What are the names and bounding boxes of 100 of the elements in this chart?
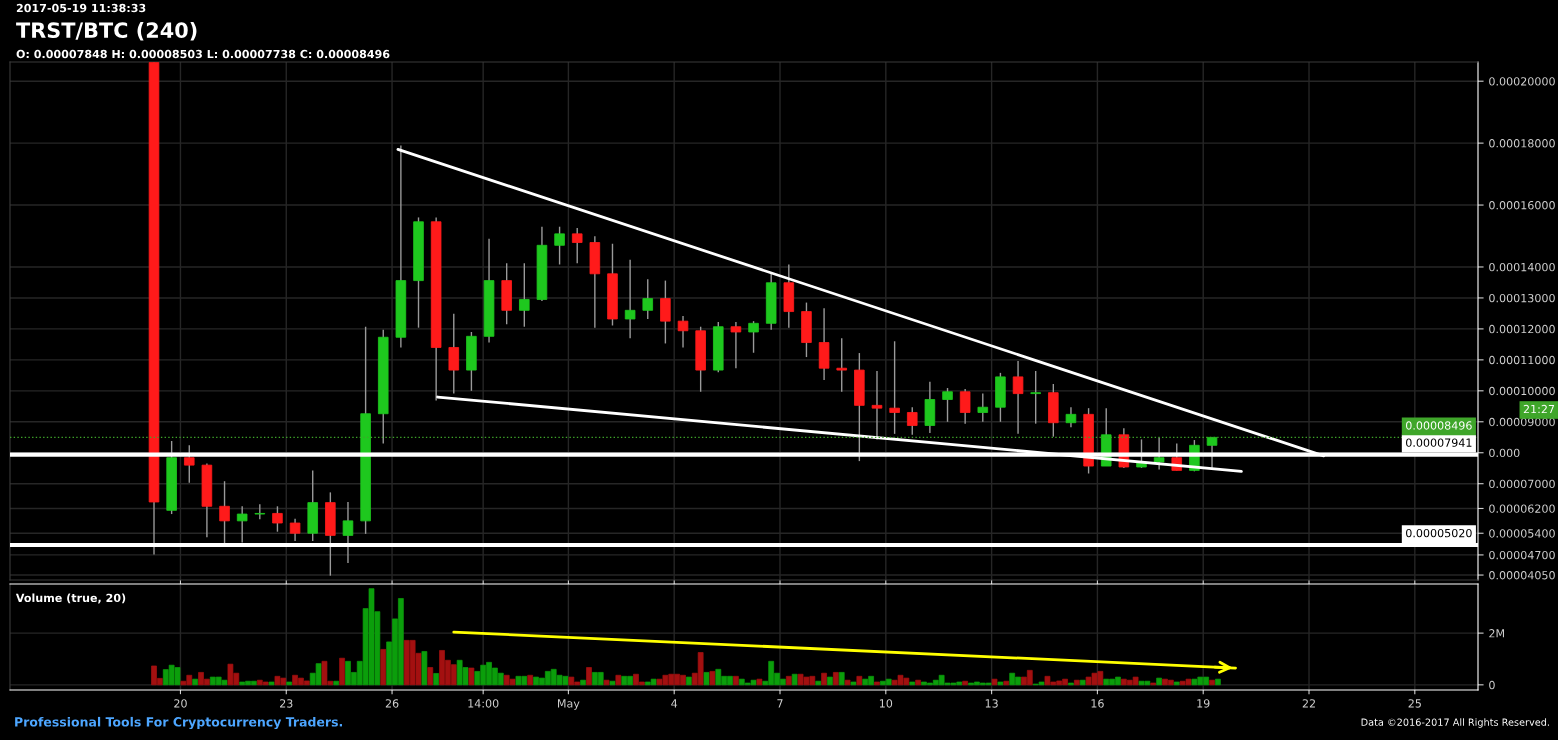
text: Professional Tools For Cryptocurrency Traders. — [15, 716, 342, 730]
x-tick-label: 14:00 — [468, 699, 499, 708]
bar — [832, 672, 839, 686]
bar — [380, 649, 387, 686]
x-tick-label: 26 — [385, 699, 399, 708]
y-tick-label: 0.00007000 — [1489, 479, 1555, 489]
candlestick — [748, 320, 759, 354]
candlestick — [519, 262, 530, 328]
bar — [421, 651, 428, 686]
x-tick-label: 23 — [280, 699, 293, 708]
candlestick — [889, 340, 900, 435]
bar — [527, 674, 534, 686]
candlestick — [254, 503, 266, 521]
candlestick — [1030, 370, 1041, 425]
candlestick — [660, 279, 671, 345]
bar — [703, 672, 710, 686]
text: 2017-05-19 11:38:33 — [16, 3, 146, 13]
y-tick-label: 0 — [1489, 680, 1495, 690]
bar — [580, 679, 586, 686]
bar — [686, 676, 692, 686]
bar — [609, 680, 616, 686]
candlestick — [219, 480, 230, 546]
candlestick — [836, 337, 847, 393]
candlestick — [642, 278, 654, 320]
bar — [856, 675, 863, 686]
y-tick-label: 0.00004050 — [1489, 571, 1555, 580]
candlestick — [1153, 436, 1165, 471]
y-tick-label: 0.00013000 — [1489, 293, 1555, 303]
bar — [1003, 680, 1010, 686]
bar — [709, 671, 716, 686]
y-tick-label: 0.00004700 — [1489, 550, 1555, 560]
bar — [997, 681, 1004, 686]
x-tick-label: 16 — [1091, 699, 1104, 708]
bar — [821, 672, 827, 686]
text: Volume (true, 20) — [15, 593, 126, 604]
x-tick-label: 7 — [777, 699, 783, 708]
text: Data ©2016-2017 All Rights Reserved. — [1361, 718, 1549, 728]
candlestick — [906, 406, 918, 436]
ref-line-label: 0.00008496 — [1406, 421, 1472, 430]
y-tick-label: 0.00005400 — [1489, 529, 1555, 538]
x-tick-label: 20 — [174, 699, 187, 708]
bar — [603, 679, 610, 686]
text: 21:27 — [1523, 404, 1555, 414]
bar — [991, 678, 998, 686]
bar — [850, 681, 857, 686]
bar — [1215, 678, 1221, 686]
text: O: 0.00007848 H: 0.00008503 L: 0.00007738 C: 0.00008496 — [16, 49, 390, 59]
bar — [333, 680, 340, 686]
candlestick — [942, 387, 953, 423]
candlestick — [977, 392, 989, 423]
bar — [962, 680, 968, 686]
candlestick — [554, 226, 565, 266]
bar — [427, 667, 434, 686]
candlestick — [1012, 360, 1024, 435]
candlestick — [289, 517, 301, 542]
y-tick-label: 2M — [1489, 629, 1504, 638]
candlestick — [272, 505, 283, 533]
bar — [815, 680, 822, 686]
bar — [874, 681, 880, 686]
y-tick-label: 0.00014000 — [1489, 262, 1555, 272]
x-tick-label: 4 — [671, 699, 678, 708]
y-tick-label: 0.00018000 — [1489, 139, 1555, 148]
candlestick — [677, 315, 689, 349]
bar — [1173, 681, 1180, 686]
y-tick-label: 0.00016000 — [1489, 201, 1555, 210]
bar — [756, 678, 763, 686]
bar — [827, 676, 833, 686]
y-tick-label: 0.00012000 — [1489, 324, 1555, 334]
candlestick — [959, 388, 971, 425]
bar — [915, 679, 921, 686]
candlestick — [1065, 406, 1077, 429]
y-tick-label: 0.00020000 — [1489, 77, 1555, 86]
bar — [844, 679, 851, 686]
bar — [785, 675, 792, 686]
x-tick-label: 19 — [1197, 699, 1210, 708]
x-tick-label: May — [558, 699, 580, 710]
candlestick — [184, 444, 195, 484]
candlestick — [571, 227, 583, 264]
candlestick — [236, 505, 248, 544]
bar — [468, 667, 475, 686]
y-tick-label: 0.00006200 — [1489, 504, 1555, 513]
candlestick — [342, 501, 354, 564]
x-tick-label: 22 — [1302, 699, 1315, 708]
candlestick — [730, 321, 742, 369]
ref-line-label: 0.00007941 — [1406, 438, 1472, 447]
y-tick-label: 0.00010000 — [1489, 386, 1555, 396]
x-tick-label: 13 — [985, 699, 998, 708]
bar — [733, 675, 739, 686]
candlestick — [448, 313, 460, 395]
bar — [838, 672, 845, 686]
bar — [268, 681, 275, 686]
y-tick-label: 0.000 — [1489, 448, 1520, 458]
bar — [192, 678, 198, 686]
ref-line-label: 0.00005020 — [1406, 528, 1472, 538]
y-tick-label: 0.00009000 — [1489, 417, 1555, 427]
candlestick — [624, 259, 636, 339]
bar — [586, 667, 592, 686]
bar — [1073, 679, 1080, 686]
bar — [286, 681, 293, 686]
bar — [433, 673, 439, 686]
